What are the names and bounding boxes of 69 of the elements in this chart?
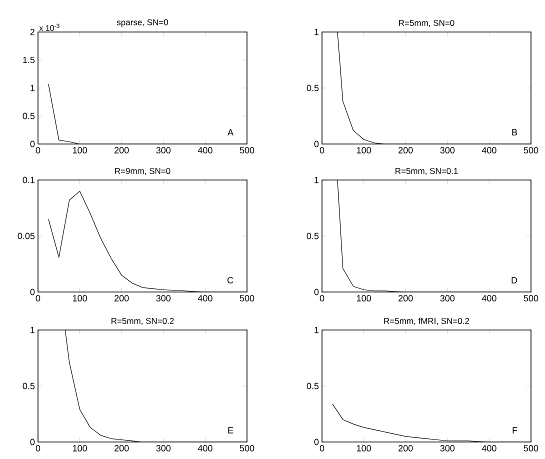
x-tick-label: 500 [240,147,254,154]
x-tick-label: 500 [524,445,538,452]
y-tick-label: 0 [30,438,35,446]
x-tick-label: 200 [114,295,129,302]
chart-title: R=9mm, SN=0 [115,168,170,175]
y-tick-label: 0.05 [18,232,35,240]
x-tick-label: 100 [356,147,371,154]
x-tick-label: 200 [114,147,129,154]
x-tick-label: 0 [36,147,40,154]
annotation: D [512,277,518,284]
x-tick-label: 300 [156,445,171,452]
y-tick-label: 1 [30,326,35,334]
x-tick-label: 0 [320,295,324,302]
chart-title: R=5mm, fMRI, SN=0.2 [384,318,470,325]
x-tick-label: 300 [440,147,455,154]
x-tick-label: 400 [482,445,496,452]
x-tick-label: 400 [198,445,212,452]
annotation: E [228,427,234,434]
y-tick-label: 1 [314,326,319,334]
chart-title: R=5mm, SN=0.1 [396,168,458,175]
annotation: C [227,276,234,284]
x-tick-label: 0 [320,445,324,452]
y-tick-label: 0 [30,288,35,296]
x-tick-label: 400 [198,147,212,154]
x-tick-label: 400 [482,295,496,302]
y-tick-label: 0.5 [22,112,35,120]
chart-title: R=5mm, SN=0 [399,20,454,27]
x-tick-label: 0 [320,147,324,154]
y-tick-label: 0 [314,140,319,148]
y-tick-label: 0.5 [22,382,35,390]
y-tick-label: 0 [314,438,319,446]
y-tick-label: 2 [30,28,35,36]
y-tick-label: 0.5 [306,382,319,390]
x-tick-label: 0 [36,445,40,452]
x-tick-label: 400 [198,295,212,302]
x-tick-label: 100 [72,295,87,302]
y-tick-label: 0.5 [306,84,319,92]
x-tick-label: 300 [156,295,171,302]
x-tick-label: 100 [356,295,371,302]
x-tick-label: 500 [240,445,254,452]
y-tick-label: 0 [314,288,319,296]
chart-title: R=5mm, SN=0.2 [112,318,174,325]
x-tick-label: 300 [440,295,455,302]
y-tick-label: 0 [30,140,35,148]
x-tick-label: 100 [72,445,87,452]
x-tick-label: 200 [398,295,413,302]
y-tick-label: 0.1 [22,176,35,184]
chart-title: sparse, SN=0 [116,19,168,27]
x-tick-label: 100 [72,147,87,154]
text: x 10$^{-3}$ [39,24,60,31]
x-tick-label: 300 [156,147,171,154]
x-tick-label: 200 [398,147,413,154]
x-tick-label: 0 [36,295,40,302]
x-tick-label: 500 [524,147,538,154]
annotation: A [228,129,234,136]
x-tick-label: 400 [482,147,496,154]
x-tick-label: 200 [114,445,129,452]
x-tick-label: 300 [440,445,455,452]
x-tick-label: 100 [356,445,371,452]
annotation: F [512,427,518,434]
y-tick-label: 1.5 [23,56,35,64]
y-tick-label: 1 [314,176,319,184]
x-tick-label: 200 [398,445,413,452]
annotation: B [512,129,518,136]
y-tick-label: 1 [30,84,35,92]
x-tick-label: 500 [240,295,254,302]
y-tick-label: 0.5 [306,232,319,240]
x-tick-label: 500 [524,295,538,302]
y-tick-label: 1 [314,28,319,36]
